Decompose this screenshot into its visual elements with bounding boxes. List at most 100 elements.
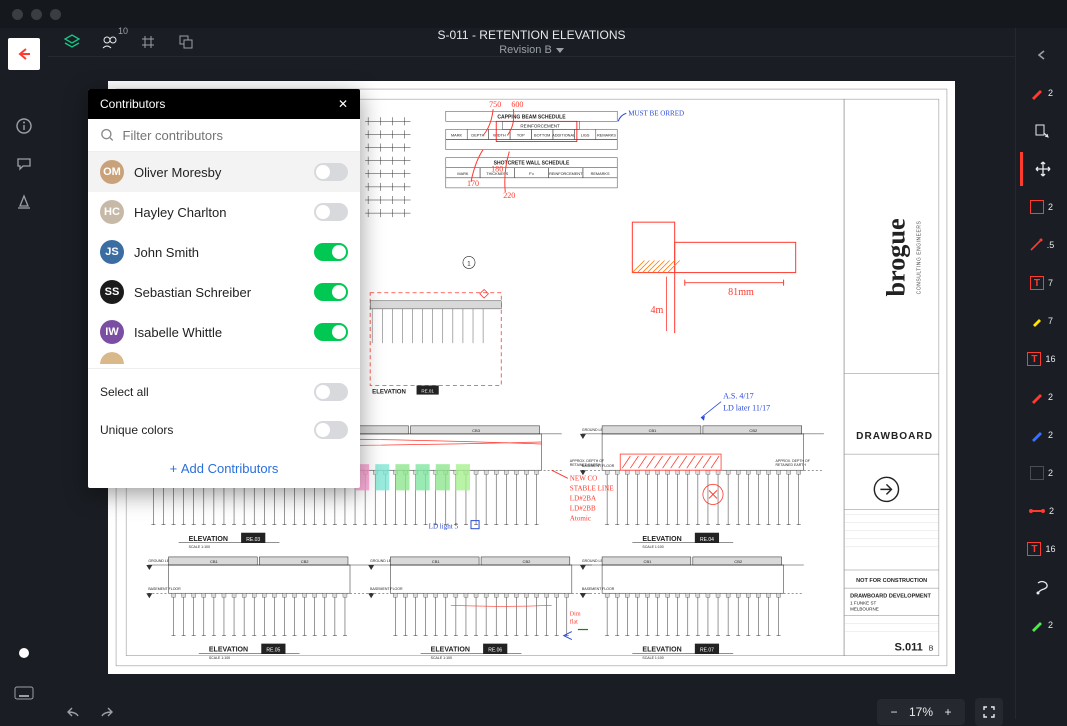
back-button[interactable]	[8, 38, 40, 70]
svg-text:RE.04: RE.04	[700, 537, 714, 543]
svg-text:ELEVATION: ELEVATION	[209, 647, 248, 654]
close-icon[interactable]: ✕	[338, 97, 348, 111]
svg-text:DEPTH: DEPTH	[471, 133, 484, 137]
add-contributors-button[interactable]: + Add Contributors	[88, 449, 360, 488]
svg-text:170: 170	[467, 179, 479, 188]
contributor-toggle[interactable]	[314, 163, 348, 181]
tool-text[interactable]: T16	[1020, 342, 1064, 376]
contributor-row[interactable]: SS Sebastian Schreiber	[88, 272, 360, 312]
unique-colors-toggle[interactable]	[314, 421, 348, 439]
filter-input[interactable]	[123, 128, 348, 143]
compare-icon[interactable]	[172, 28, 200, 56]
chevron-down-icon	[556, 48, 564, 53]
bottom-bar: − 17% +	[48, 698, 1015, 726]
grid-icon[interactable]	[134, 28, 162, 56]
cone-icon[interactable]	[14, 192, 34, 212]
svg-text:Atomic: Atomic	[570, 515, 591, 523]
svg-text:F'c: F'c	[529, 172, 534, 176]
tool-pen[interactable]: 2	[1020, 608, 1064, 642]
more-contributors-indicator	[100, 352, 124, 364]
zoom-in-button[interactable]: +	[939, 703, 957, 721]
contributor-name: John Smith	[134, 245, 199, 260]
svg-text:RE.01: RE.01	[421, 389, 434, 394]
svg-text:CB2: CB2	[734, 559, 743, 564]
svg-text:Dim: Dim	[570, 611, 581, 617]
svg-text:CAPPING BEAM SCHEDULE: CAPPING BEAM SCHEDULE	[497, 114, 566, 120]
svg-text:MELBOURNE: MELBOURNE	[850, 606, 879, 611]
contributor-row[interactable]: OM Oliver Moresby	[88, 152, 360, 192]
svg-text:RE.06: RE.06	[488, 648, 502, 654]
contributor-toggle[interactable]	[314, 283, 348, 301]
contributor-toggle[interactable]	[314, 203, 348, 221]
right-rail: 2 2 .5 T7 7 T16 2 2 2 2 T16 2	[1015, 28, 1067, 719]
traffic-light-min[interactable]	[31, 9, 42, 20]
svg-text:B: B	[929, 646, 934, 653]
fullscreen-button[interactable]	[975, 698, 1003, 726]
select-all-toggle[interactable]	[314, 383, 348, 401]
svg-text:NOT FOR CONSTRUCTION: NOT FOR CONSTRUCTION	[856, 578, 927, 584]
svg-text:CB1: CB1	[644, 559, 653, 564]
panel-title: Contributors	[100, 97, 165, 111]
svg-text:ELEVATION: ELEVATION	[642, 536, 681, 543]
svg-text:NEW CO: NEW CO	[570, 474, 597, 482]
traffic-light-close[interactable]	[12, 9, 23, 20]
tool-line[interactable]: 2	[1020, 494, 1064, 528]
svg-text:220: 220	[503, 191, 515, 200]
svg-text:BOTTOM: BOTTOM	[534, 133, 550, 137]
tool-rect[interactable]: 2	[1020, 456, 1064, 490]
traffic-light-max[interactable]	[50, 9, 61, 20]
topbar: 10 S-011 - RETENTION ELEVATIONS Revision…	[48, 28, 1015, 57]
contributor-toggle[interactable]	[314, 243, 348, 261]
svg-text:4m: 4m	[650, 305, 663, 316]
search-icon	[100, 127, 115, 143]
svg-text:LD light 5: LD light 5	[429, 523, 459, 531]
svg-text:brogue: brogue	[882, 218, 911, 296]
svg-text:LD#2BB: LD#2BB	[570, 505, 596, 513]
keyboard-icon[interactable]	[14, 686, 34, 705]
tool-text[interactable]: T7	[1020, 266, 1064, 300]
svg-text:STABLE LINE: STABLE LINE	[570, 484, 614, 492]
svg-text:MUST BE ORRED: MUST BE ORRED	[628, 109, 684, 117]
contributor-row[interactable]: IW Isabelle Whittle	[88, 312, 360, 352]
tool-cursor[interactable]	[1020, 114, 1064, 148]
svg-text:CB1: CB1	[210, 559, 219, 564]
svg-text:REINFORCEMENT: REINFORCEMENT	[549, 172, 583, 176]
contributor-toggle[interactable]	[314, 323, 348, 341]
zoom-out-button[interactable]: −	[885, 703, 903, 721]
contributors-icon[interactable]: 10	[96, 28, 124, 56]
tool-hl[interactable]: 7	[1020, 304, 1064, 338]
svg-text:LD later 11/17: LD later 11/17	[723, 404, 770, 413]
svg-text:SCALE 1:100: SCALE 1:100	[431, 656, 452, 660]
tool-pen[interactable]: 2	[1020, 380, 1064, 414]
layers-icon[interactable]	[58, 28, 86, 56]
info-icon[interactable]	[14, 116, 34, 136]
tool-pen[interactable]: 2	[1020, 418, 1064, 452]
svg-text:DRAWBOARD: DRAWBOARD	[856, 431, 933, 442]
tool-chevron[interactable]	[1020, 38, 1064, 72]
avatar: OM	[100, 160, 124, 184]
tool-ruler[interactable]: .5	[1020, 228, 1064, 262]
revision-dropdown[interactable]: Revision B	[437, 44, 625, 56]
contributor-name: Oliver Moresby	[134, 165, 221, 180]
tool-text[interactable]: T16	[1020, 532, 1064, 566]
canvas-area[interactable]: brogueCONSULTING ENGINEERSDRAWBOARDNOT F…	[48, 57, 1015, 698]
avatar: SS	[100, 280, 124, 304]
svg-text:RETAINED EARTH: RETAINED EARTH	[776, 463, 807, 467]
contributor-row[interactable]: JS John Smith	[88, 232, 360, 272]
tool-lasso[interactable]	[1020, 570, 1064, 604]
zoom-value: 17%	[909, 705, 933, 719]
svg-text:RE.03: RE.03	[246, 537, 260, 543]
undo-button[interactable]	[60, 698, 88, 726]
tool-rect[interactable]: 2	[1020, 190, 1064, 224]
tool-pen[interactable]: 2	[1020, 76, 1064, 110]
comment-icon[interactable]	[14, 154, 34, 174]
contributor-row[interactable]: HC Hayley Charlton	[88, 192, 360, 232]
tool-move[interactable]	[1020, 152, 1064, 186]
svg-text:flat: flat	[570, 618, 578, 625]
svg-text:RE.07: RE.07	[700, 648, 714, 654]
svg-text:ADDITIONAL: ADDITIONAL	[552, 133, 575, 137]
redo-button[interactable]	[92, 698, 120, 726]
svg-text:BASEMENT FLOOR: BASEMENT FLOOR	[370, 587, 403, 591]
svg-text:LD#2BA: LD#2BA	[570, 494, 597, 502]
svg-text:REMARKS: REMARKS	[591, 172, 610, 176]
